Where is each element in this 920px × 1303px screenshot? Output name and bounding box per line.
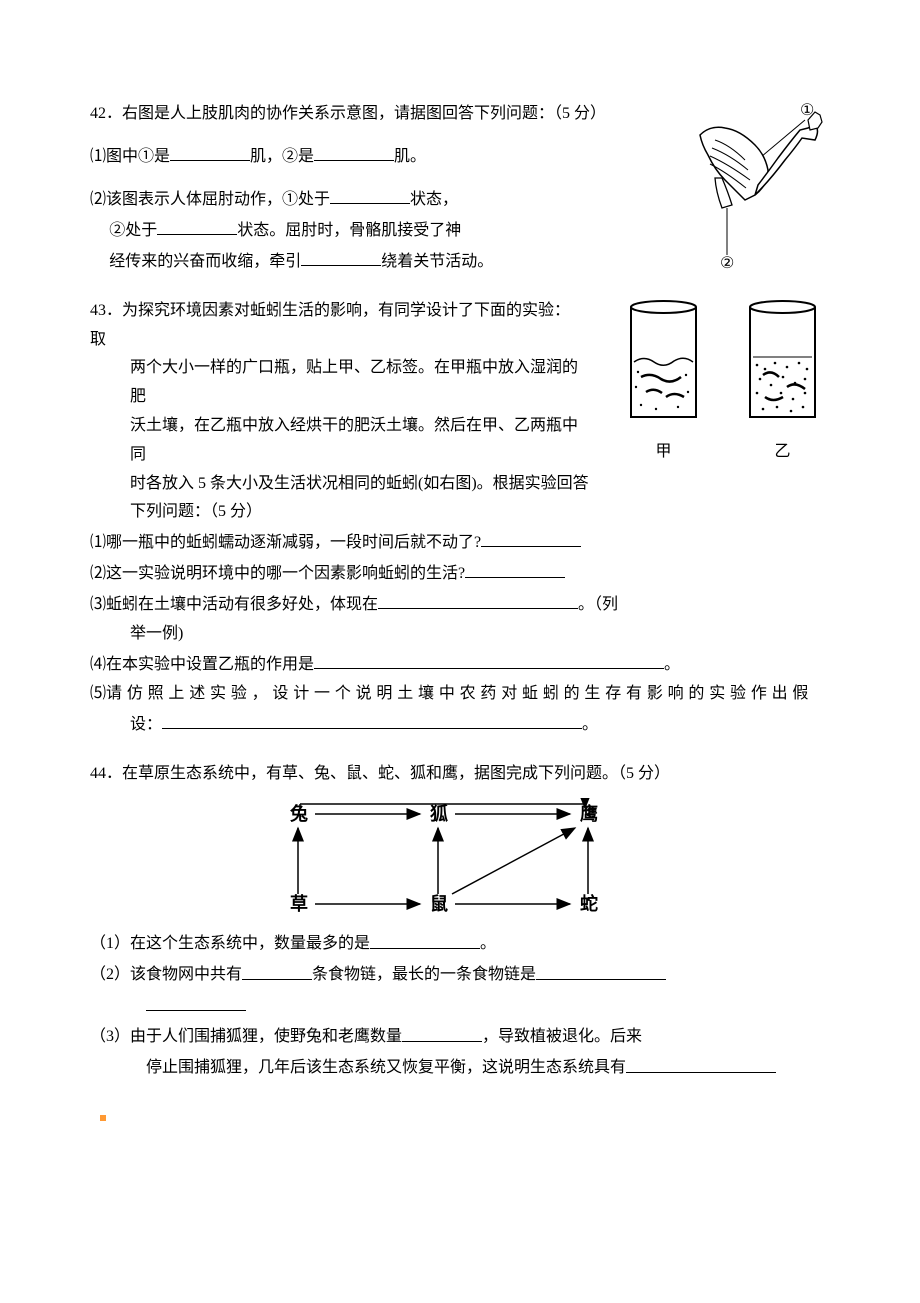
blank-44-3b[interactable] xyxy=(626,1052,776,1072)
q43-part1: ⑴哪一瓶中的蚯蚓蠕动逐渐减弱，一段时间后就不动了? xyxy=(90,527,830,558)
q44-p3a: （3）由于人们围捕狐狸，使野兔和老鹰数量 xyxy=(90,1029,402,1046)
node-hu: 狐 xyxy=(430,803,448,824)
q43-part3b: 举一例) xyxy=(90,620,830,649)
blank-42-2a[interactable] xyxy=(330,184,410,204)
node-shu: 鼠 xyxy=(430,893,448,914)
q43-p3b: 。（列 xyxy=(578,596,618,613)
food-web-diagram: 兔 狐 鹰 草 鼠 蛇 xyxy=(270,798,650,918)
q44-p2a: （2）该食物网中共有 xyxy=(90,967,242,984)
q42-number: 42． xyxy=(90,105,122,122)
blank-42-2b[interactable] xyxy=(157,215,237,235)
q43-p5a: ⑸ xyxy=(90,685,106,702)
q43-part3: ⑶蚯蚓在土壤中活动有很多好处，体现在 。（列 xyxy=(90,589,830,620)
question-43: 甲 乙 xyxy=(90,297,830,740)
blank-44-2a[interactable] xyxy=(242,959,312,979)
blank-44-2b[interactable] xyxy=(536,959,666,979)
q43-p5c: 。 xyxy=(582,716,598,733)
blank-44-3a[interactable] xyxy=(402,1021,482,1041)
blank-44-1[interactable] xyxy=(370,928,480,948)
blank-43-3[interactable] xyxy=(378,589,578,609)
blank-44-2c[interactable] xyxy=(146,990,246,1010)
q43-p1: ⑴哪一瓶中的蚯蚓蠕动逐渐减弱，一段时间后就不动了? xyxy=(90,534,481,551)
blank-43-5[interactable] xyxy=(162,709,582,729)
node-tu: 兔 xyxy=(289,803,308,824)
q44-p2b: 条食物链，最长的一条食物链是 xyxy=(312,967,536,984)
q44-part2-cont xyxy=(90,990,830,1021)
blank-43-2[interactable] xyxy=(465,558,565,578)
q43-l2: 两个大小一样的广口瓶，贴上甲、乙标签。在甲瓶中放入湿润的肥 xyxy=(130,359,578,405)
q43-p2: ⑵这一实验说明环境中的哪一个因素影响蚯蚓的生活? xyxy=(90,565,465,582)
q44-part3b: 停止围捕狐狸，几年后该生态系统又恢复平衡，这说明生态系统具有 xyxy=(90,1052,830,1083)
q43-p3a: ⑶蚯蚓在土壤中活动有很多好处，体现在 xyxy=(90,596,378,613)
jar-jia-label: 甲 xyxy=(616,438,711,467)
q43-number: 43． xyxy=(90,302,122,319)
q43-l4: 时各放入 5 条大小及生活状况相同的蚯蚓(如右图)。根据实验回答 xyxy=(130,475,589,492)
q44-number: 44． xyxy=(90,765,122,782)
q44-part2: （2）该食物网中共有 条食物链，最长的一条食物链是 xyxy=(90,959,830,990)
q43-part2: ⑵这一实验说明环境中的哪一个因素影响蚯蚓的生活? xyxy=(90,558,830,589)
q42-p2b: 状态， xyxy=(410,191,458,208)
q42-p1c: 肌。 xyxy=(394,148,426,165)
blank-43-1[interactable] xyxy=(481,527,581,547)
jar-yi-label: 乙 xyxy=(735,438,830,467)
arm-svg: ① ② xyxy=(660,100,830,270)
blank-42-1b[interactable] xyxy=(314,141,394,161)
q43-part5: ⑸请仿照上述实验，设计一个说明土壤中农药对蚯蚓的生存有影响的实验作出假 xyxy=(90,680,830,709)
q44-p3b: ，导致植被退化。后来 xyxy=(482,1029,642,1046)
q42-part2c: 经传来的兴奋而收缩，牵引 绕着关节活动。 xyxy=(90,246,610,277)
q44-p1a: （1）在这个生态系统中，数量最多的是 xyxy=(90,936,370,953)
q42-stem-text: 右图是人上肢肌肉的协作关系示意图，请据图回答下列问题：（5 分） xyxy=(122,105,606,122)
jar-yi-svg xyxy=(735,297,830,427)
node-cao: 草 xyxy=(290,893,308,914)
q42-p4a: 经传来的兴奋而收缩，牵引 xyxy=(109,253,301,270)
food-web-svg: 兔 狐 鹰 草 鼠 蛇 xyxy=(270,798,650,918)
q43-l1: 为探究环境因素对蚯蚓生活的影响，有同学设计了下面的实验：取 xyxy=(90,302,570,348)
jar-figures: 甲 乙 xyxy=(596,297,830,467)
q44-part1: （1）在这个生态系统中，数量最多的是 。 xyxy=(90,928,830,959)
q44-part3: （3）由于人们围捕狐狸，使野兔和老鹰数量 ，导致植被退化。后来 xyxy=(90,1021,830,1052)
q44-p1b: 。 xyxy=(480,936,496,953)
q42-part2: ⑵该图表示人体屈肘动作，①处于 状态， xyxy=(90,184,610,215)
blank-42-1a[interactable] xyxy=(170,141,250,161)
q43-p4b: 。 xyxy=(664,656,680,673)
footer-marker xyxy=(90,1103,830,1132)
q43-p4a: ⑷在本实验中设置乙瓶的作用是 xyxy=(90,656,314,673)
q43-part4: ⑷在本实验中设置乙瓶的作用是 。 xyxy=(90,649,830,680)
q42-part2b: ②处于 状态。屈肘时，骨骼肌接受了神 xyxy=(90,215,610,246)
orange-dot-icon xyxy=(100,1115,106,1121)
jar-jia: 甲 xyxy=(616,297,711,467)
q44-stem: 44．在草原生态系统中，有草、兔、鼠、蛇、狐和鹰，据图完成下列问题。（5 分） xyxy=(90,760,830,789)
node-she: 蛇 xyxy=(580,893,598,914)
blank-42-2c[interactable] xyxy=(301,246,381,266)
q44-stem-text: 在草原生态系统中，有草、兔、鼠、蛇、狐和鹰，据图完成下列问题。（5 分） xyxy=(122,765,670,782)
arm-diagram: ① ② xyxy=(660,100,830,270)
circle-2-label: ② xyxy=(720,255,734,270)
q43-l3: 沃土壤，在乙瓶中放入经烘干的肥沃土壤。然后在甲、乙两瓶中同 xyxy=(130,417,578,463)
q42-p3b: 状态。屈肘时，骨骼肌接受了神 xyxy=(237,222,461,239)
jar-jia-svg xyxy=(616,297,711,427)
blank-43-4[interactable] xyxy=(314,649,664,669)
q42-p1a: ⑴图中①是 xyxy=(90,148,170,165)
q42-p3a: ②处于 xyxy=(109,222,157,239)
q42-p2a: ⑵该图表示人体屈肘动作，①处于 xyxy=(90,191,330,208)
q43-p3c: 举一例) xyxy=(130,625,183,642)
q44-p3c: 停止围捕狐狸，几年后该生态系统又恢复平衡，这说明生态系统具有 xyxy=(146,1060,626,1077)
q43-part5b: 设： 。 xyxy=(90,709,830,740)
jar-yi: 乙 xyxy=(735,297,830,467)
question-44: 44．在草原生态系统中，有草、兔、鼠、蛇、狐和鹰，据图完成下列问题。（5 分） … xyxy=(90,760,830,1084)
q43-p5b: 设： xyxy=(130,716,162,733)
q42-part1: ⑴图中①是 肌，②是 肌。 xyxy=(90,141,610,172)
q42-p4b: 绕着关节活动。 xyxy=(381,253,493,270)
q43-l5: 下列问题：（5 分） xyxy=(130,503,262,520)
q43-p5-text: 请仿照上述实验，设计一个说明土壤中农药对蚯蚓的生存有影响的实验作出假 xyxy=(106,685,813,702)
q42-p1b: 肌，②是 xyxy=(250,148,314,165)
question-42: ① ② 42．右图是人上肢肌肉的协作关系示意图，请据图回答下列问题：（5 分） … xyxy=(90,100,830,277)
node-ying: 鹰 xyxy=(580,803,598,824)
